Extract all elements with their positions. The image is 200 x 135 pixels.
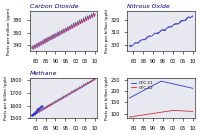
CFC-12	[172, 109, 174, 111]
CFC-12	[128, 116, 131, 118]
CFC-11	[163, 81, 166, 83]
CFC-12	[175, 110, 178, 111]
CFC-11	[160, 80, 162, 82]
Text: Methane: Methane	[30, 71, 57, 76]
Y-axis label: Parts per billion (ppb): Parts per billion (ppb)	[4, 76, 8, 120]
CFC-12	[156, 112, 159, 114]
CFC-11	[192, 87, 194, 89]
CFC-11	[156, 82, 159, 84]
Legend: CFC-11, CFC-12: CFC-11, CFC-12	[130, 80, 155, 91]
CFC-11	[166, 82, 168, 83]
Y-axis label: Parts per billion (ppb): Parts per billion (ppb)	[105, 9, 109, 53]
CFC-11	[177, 84, 179, 86]
Y-axis label: Parts per million (ppm): Parts per million (ppm)	[7, 7, 11, 55]
CFC-12	[140, 114, 142, 116]
CFC-11	[175, 84, 178, 85]
CFC-12	[166, 110, 168, 112]
Text: Carbon Dioxide: Carbon Dioxide	[30, 4, 78, 9]
Text: Nitrous Oxide: Nitrous Oxide	[127, 4, 170, 9]
Line: CFC-11: CFC-11	[129, 81, 193, 98]
CFC-12	[192, 111, 194, 112]
Y-axis label: Parts per billion (ppb): Parts per billion (ppb)	[105, 76, 109, 120]
CFC-11	[128, 97, 131, 99]
CFC-11	[140, 91, 142, 93]
CFC-12	[177, 110, 179, 111]
Line: CFC-12: CFC-12	[129, 110, 193, 117]
CFC-12	[163, 111, 166, 112]
